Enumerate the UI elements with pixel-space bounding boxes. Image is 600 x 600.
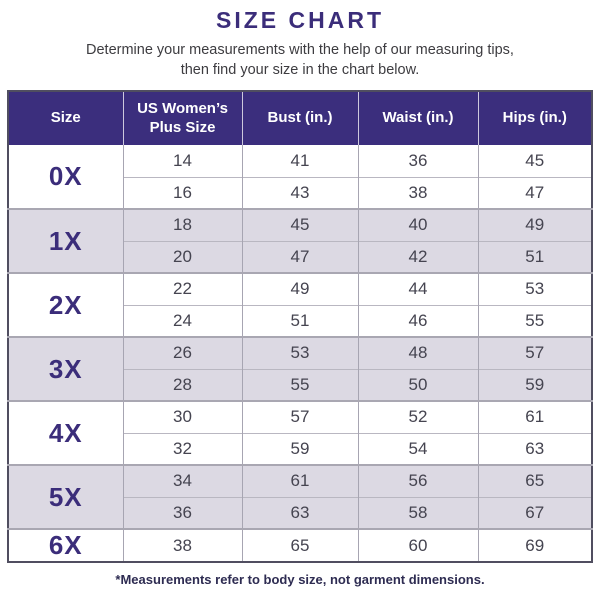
size-chart-table: Size US Women’s Plus Size Bust (in.) Wai… bbox=[7, 90, 593, 564]
size-group-label-2x: 2X bbox=[8, 272, 124, 338]
measurements-footnote: *Measurements refer to body size, not ga… bbox=[115, 572, 485, 588]
cell-waist: 46 bbox=[358, 304, 479, 338]
header-hips: Hips (in.) bbox=[478, 91, 592, 146]
header-us-plus-size: US Women’s Plus Size bbox=[123, 91, 243, 146]
cell-bust: 61 bbox=[242, 464, 359, 498]
table-row: 4X 30 57 52 61 bbox=[8, 400, 592, 466]
cell-waist: 44 bbox=[358, 272, 479, 306]
cell-hips: 51 bbox=[478, 240, 592, 274]
cell-bust: 53 bbox=[242, 336, 359, 370]
table-body: 0X 14 41 36 45 16 43 38 47 1X 18 45 40 4… bbox=[8, 145, 592, 563]
cell-hips: 67 bbox=[478, 496, 592, 530]
table-header: Size US Women’s Plus Size Bust (in.) Wai… bbox=[8, 91, 592, 146]
table-row: 36 63 58 67 bbox=[8, 496, 592, 530]
cell-waist: 56 bbox=[358, 464, 479, 498]
page-subtitle: Determine your measurements with the hel… bbox=[86, 41, 514, 80]
cell-plus-size: 36 bbox=[123, 496, 243, 530]
cell-bust: 45 bbox=[242, 208, 359, 242]
cell-hips: 61 bbox=[478, 400, 592, 434]
cell-plus-size: 20 bbox=[123, 240, 243, 274]
cell-hips: 53 bbox=[478, 272, 592, 306]
cell-waist: 60 bbox=[358, 528, 479, 563]
cell-waist: 42 bbox=[358, 240, 479, 274]
cell-bust: 51 bbox=[242, 304, 359, 338]
size-group-label-5x: 5X bbox=[8, 464, 124, 530]
cell-waist: 58 bbox=[358, 496, 479, 530]
cell-waist: 50 bbox=[358, 368, 479, 402]
cell-waist: 40 bbox=[358, 208, 479, 242]
cell-bust: 43 bbox=[242, 176, 359, 210]
cell-waist: 48 bbox=[358, 336, 479, 370]
cell-bust: 49 bbox=[242, 272, 359, 306]
cell-bust: 59 bbox=[242, 432, 359, 466]
cell-hips: 55 bbox=[478, 304, 592, 338]
table-row: 5X 34 61 56 65 bbox=[8, 464, 592, 530]
size-group-label-3x: 3X bbox=[8, 336, 124, 402]
cell-hips: 57 bbox=[478, 336, 592, 370]
subtitle-line-1: Determine your measurements with the hel… bbox=[86, 42, 514, 58]
cell-waist: 36 bbox=[358, 145, 479, 178]
cell-plus-size: 18 bbox=[123, 208, 243, 242]
cell-plus-size: 16 bbox=[123, 176, 243, 210]
cell-plus-size: 14 bbox=[123, 145, 243, 178]
cell-plus-size: 32 bbox=[123, 432, 243, 466]
table-row: 24 51 46 55 bbox=[8, 304, 592, 338]
page-title: SIZE CHART bbox=[216, 7, 384, 33]
table-row: 3X 26 53 48 57 bbox=[8, 336, 592, 402]
cell-hips: 69 bbox=[478, 528, 592, 563]
table-row: 1X 18 45 40 49 bbox=[8, 208, 592, 274]
table-row: 20 47 42 51 bbox=[8, 240, 592, 274]
cell-hips: 49 bbox=[478, 208, 592, 242]
cell-bust: 63 bbox=[242, 496, 359, 530]
header-row: Size US Women’s Plus Size Bust (in.) Wai… bbox=[8, 91, 592, 146]
cell-plus-size: 28 bbox=[123, 368, 243, 402]
size-group-label-4x: 4X bbox=[8, 400, 124, 466]
subtitle-line-2: then find your size in the chart below. bbox=[180, 61, 420, 78]
cell-plus-size: 30 bbox=[123, 400, 243, 434]
header-size: Size bbox=[8, 91, 124, 146]
cell-waist: 52 bbox=[358, 400, 479, 434]
cell-plus-size: 24 bbox=[123, 304, 243, 338]
table-row: 6X 38 65 60 69 bbox=[8, 528, 592, 563]
cell-waist: 54 bbox=[358, 432, 479, 466]
cell-plus-size: 38 bbox=[123, 528, 243, 563]
header-waist: Waist (in.) bbox=[358, 91, 479, 146]
cell-bust: 57 bbox=[242, 400, 359, 434]
table-row: 0X 14 41 36 45 bbox=[8, 145, 592, 210]
table-row: 28 55 50 59 bbox=[8, 368, 592, 402]
cell-bust: 41 bbox=[242, 145, 359, 178]
cell-hips: 47 bbox=[478, 176, 592, 210]
table-row: 2X 22 49 44 53 bbox=[8, 272, 592, 338]
size-group-label-0x: 0X bbox=[8, 145, 124, 210]
cell-waist: 38 bbox=[358, 176, 479, 210]
cell-bust: 55 bbox=[242, 368, 359, 402]
cell-bust: 65 bbox=[242, 528, 359, 563]
cell-bust: 47 bbox=[242, 240, 359, 274]
cell-plus-size: 26 bbox=[123, 336, 243, 370]
cell-hips: 65 bbox=[478, 464, 592, 498]
size-group-label-1x: 1X bbox=[8, 208, 124, 274]
size-group-label-6x: 6X bbox=[8, 528, 124, 563]
cell-plus-size: 22 bbox=[123, 272, 243, 306]
table-row: 32 59 54 63 bbox=[8, 432, 592, 466]
cell-plus-size: 34 bbox=[123, 464, 243, 498]
table-row: 16 43 38 47 bbox=[8, 176, 592, 210]
cell-hips: 45 bbox=[478, 145, 592, 178]
cell-hips: 59 bbox=[478, 368, 592, 402]
header-bust: Bust (in.) bbox=[242, 91, 359, 146]
cell-hips: 63 bbox=[478, 432, 592, 466]
